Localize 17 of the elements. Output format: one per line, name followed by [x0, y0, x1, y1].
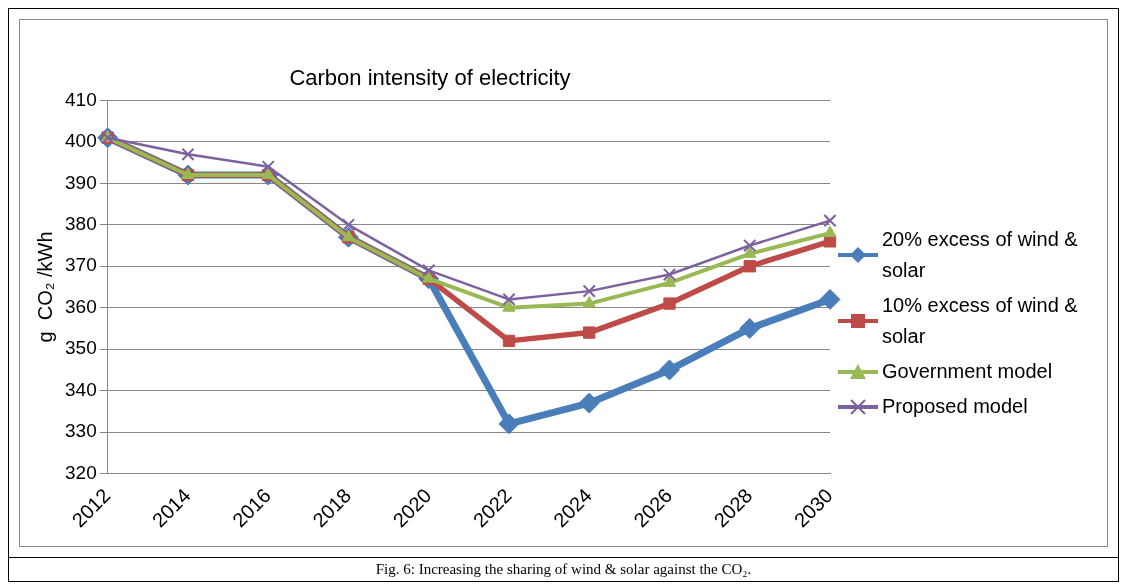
- y-tick-label: 390: [65, 171, 97, 193]
- legend-label: 10% excess of wind & solar: [882, 293, 1079, 349]
- y-tick-label: 320: [65, 461, 97, 483]
- y-tick-label: 380: [65, 213, 97, 235]
- y-tick-label: 400: [65, 130, 97, 152]
- y-tick-label: 340: [65, 378, 97, 400]
- caption: Fig. 6: Increasing the sharing of wind & solar against the CO₂.: [8, 557, 1119, 582]
- y-tick-label: 330: [65, 420, 97, 442]
- y-tick-label: 360: [65, 295, 97, 317]
- chart-title: Carbon intensity of electricity: [289, 65, 571, 91]
- y-axis-title: g CO₂ /kWh: [33, 231, 56, 343]
- legend-label: 20% excess of wind & solar: [882, 227, 1079, 283]
- legend-label: Government model: [882, 359, 1053, 384]
- legend-label: Proposed model: [882, 394, 1028, 419]
- y-tick-label: 410: [65, 88, 97, 110]
- y-tick-label: 350: [65, 337, 97, 359]
- y-tick-label: 370: [65, 254, 97, 276]
